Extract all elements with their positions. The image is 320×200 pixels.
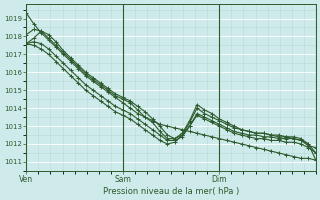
X-axis label: Pression niveau de la mer( hPa ): Pression niveau de la mer( hPa )	[103, 187, 239, 196]
